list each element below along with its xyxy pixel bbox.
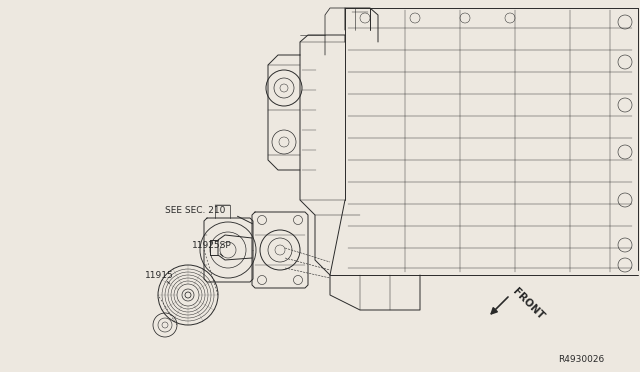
Text: FRONT: FRONT (511, 286, 546, 322)
Text: 11925SP: 11925SP (192, 241, 232, 250)
Text: 11915: 11915 (145, 271, 173, 280)
Circle shape (185, 292, 191, 298)
Text: SEE SEC. 210: SEE SEC. 210 (165, 206, 225, 215)
Circle shape (162, 322, 168, 328)
Text: R4930026: R4930026 (558, 355, 604, 364)
